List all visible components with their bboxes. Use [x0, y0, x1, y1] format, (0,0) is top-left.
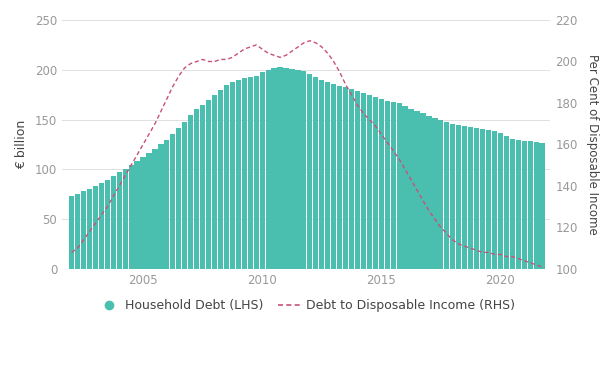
Bar	[111, 176, 116, 269]
Bar	[224, 85, 229, 269]
Bar	[361, 93, 366, 269]
Y-axis label: € billion: € billion	[15, 120, 28, 169]
Bar	[265, 70, 271, 269]
Bar	[152, 149, 158, 269]
Bar	[325, 82, 330, 269]
Bar	[206, 100, 211, 269]
Bar	[438, 120, 443, 269]
Bar	[295, 70, 300, 269]
Bar	[403, 106, 408, 269]
Bar	[414, 111, 419, 269]
Bar	[522, 141, 527, 269]
Bar	[165, 139, 169, 269]
Bar	[218, 90, 223, 269]
Bar	[134, 161, 140, 269]
Bar	[367, 95, 372, 269]
Bar	[540, 144, 545, 269]
Bar	[468, 127, 473, 269]
Bar	[69, 196, 74, 269]
Bar	[260, 72, 265, 269]
Bar	[349, 89, 354, 269]
Bar	[271, 68, 277, 269]
Bar	[391, 102, 396, 269]
Bar	[313, 77, 319, 269]
Bar	[230, 82, 235, 269]
Bar	[355, 91, 360, 269]
Bar	[278, 67, 282, 269]
Bar	[176, 128, 181, 269]
Bar	[170, 134, 176, 269]
Bar	[75, 194, 80, 269]
Bar	[527, 141, 533, 269]
Bar	[444, 122, 449, 269]
Bar	[516, 139, 521, 269]
Bar	[337, 86, 342, 269]
Bar	[128, 165, 134, 269]
Bar	[319, 80, 324, 269]
Bar	[432, 118, 438, 269]
Bar	[146, 154, 152, 269]
Bar	[379, 99, 384, 269]
Bar	[486, 130, 491, 269]
Bar	[141, 157, 146, 269]
Bar	[99, 183, 104, 269]
Bar	[408, 109, 414, 269]
Bar	[123, 169, 128, 269]
Bar	[498, 132, 503, 269]
Bar	[480, 128, 485, 269]
Bar	[456, 125, 461, 269]
Bar	[397, 102, 402, 269]
Bar	[373, 97, 378, 269]
Bar	[254, 76, 259, 269]
Bar	[307, 74, 313, 269]
Bar	[87, 189, 92, 269]
Bar	[242, 78, 247, 269]
Bar	[188, 115, 193, 269]
Bar	[462, 125, 467, 269]
Bar	[289, 69, 295, 269]
Bar	[200, 105, 205, 269]
Bar	[81, 191, 86, 269]
Bar	[212, 95, 217, 269]
Bar	[117, 172, 122, 269]
Bar	[236, 80, 241, 269]
Bar	[492, 131, 497, 269]
Bar	[421, 112, 426, 269]
Bar	[343, 87, 348, 269]
Bar	[331, 84, 336, 269]
Bar	[426, 115, 432, 269]
Bar	[384, 101, 390, 269]
Bar	[503, 135, 509, 269]
Legend: Household Debt (LHS), Debt to Disposable Income (RHS): Household Debt (LHS), Debt to Disposable…	[93, 295, 520, 317]
Bar	[510, 138, 515, 269]
Bar	[93, 186, 98, 269]
Bar	[474, 128, 479, 269]
Bar	[534, 142, 538, 269]
Bar	[301, 71, 306, 269]
Bar	[450, 124, 456, 269]
Bar	[194, 109, 200, 269]
Bar	[247, 77, 253, 269]
Bar	[105, 180, 110, 269]
Bar	[158, 145, 163, 269]
Y-axis label: Per Cent of Disposable Income: Per Cent of Disposable Income	[586, 54, 599, 235]
Bar	[284, 68, 289, 269]
Bar	[182, 122, 187, 269]
